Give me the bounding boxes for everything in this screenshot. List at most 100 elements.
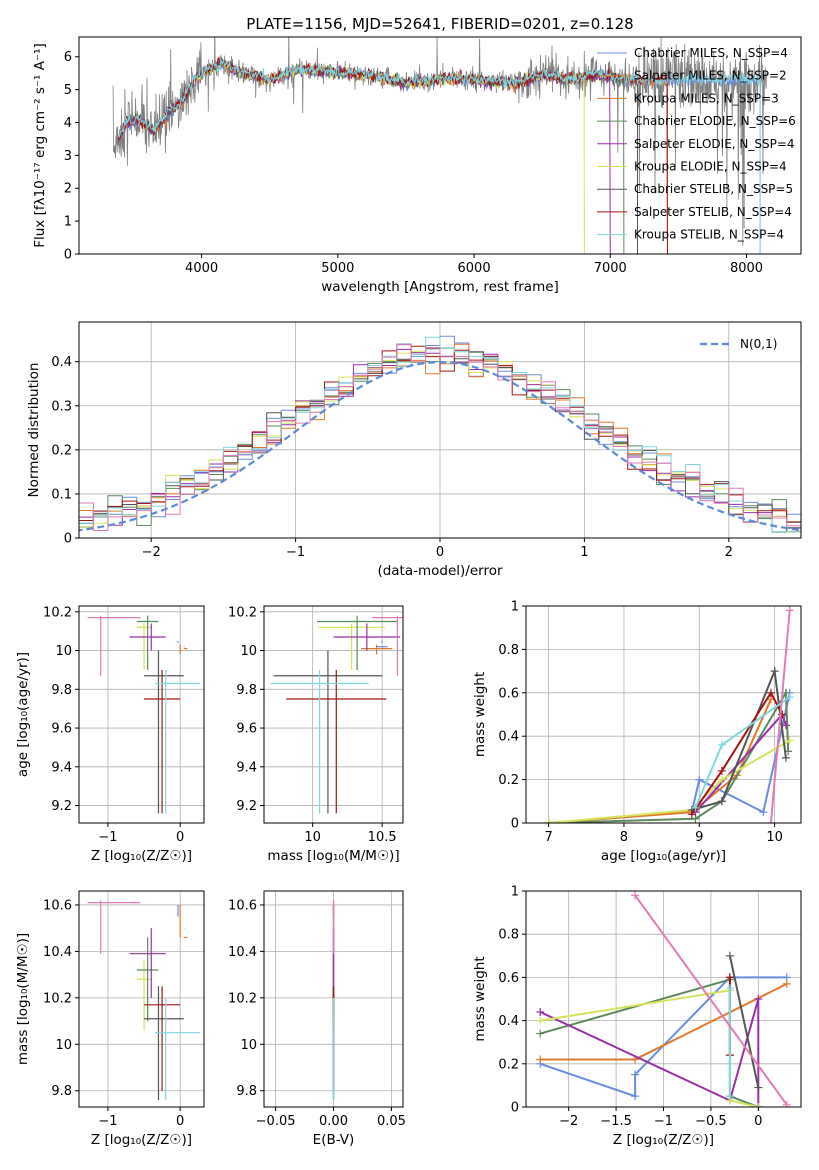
x-tick-label: −1.5: [600, 1114, 632, 1129]
weight-marker: [725, 984, 734, 993]
weight-marker: [754, 1083, 763, 1092]
x-axis-label: E(B-V): [313, 1132, 355, 1148]
weight-line: [691, 667, 787, 811]
plot-content: [544, 606, 794, 823]
model-spectrum: [118, 59, 611, 254]
weight-marker: [725, 1092, 734, 1101]
x-tick-label: 1: [580, 545, 588, 560]
x-tick-label: −1: [286, 545, 305, 560]
x-axis-label: Z [log₁₀(Z/Z☉)]: [91, 848, 192, 864]
y-tick-label: 0.6: [498, 686, 519, 701]
model-spectrum: [118, 59, 761, 254]
y-tick-label: 9.2: [236, 799, 257, 814]
weight-marker: [536, 1007, 545, 1016]
plot-content: [79, 335, 801, 537]
chart-weight-vs-age: 7 8 9 10 0 0.2 0.4 0.6 0.8 1 age [log₁₀(age/yr)] ma…: [472, 600, 802, 864]
y-axis-label: mass weight: [472, 672, 488, 757]
weight-line: [690, 690, 784, 815]
y-tick-label: 10: [55, 644, 72, 659]
y-tick-label: 1: [64, 215, 72, 230]
y-tick-label: 10: [240, 1038, 257, 1053]
legend-label: Chabrier ELODIE, N_SSP=6: [634, 114, 796, 128]
x-tick-label: 4000: [185, 261, 218, 276]
y-tick-label: 10.2: [43, 991, 72, 1006]
weight-marker: [785, 736, 794, 745]
y-axis-label: mass [log₁₀(M/M☉)]: [15, 933, 31, 1065]
x-tick-label: −1: [98, 1114, 117, 1129]
legend-label: Salpeter STELIB, N_SSP=4: [634, 205, 792, 219]
y-tick-label: 9.6: [236, 722, 257, 737]
weight-marker: [759, 808, 768, 817]
x-tick-label: 8: [620, 830, 628, 845]
x-tick-label: 10: [304, 830, 321, 845]
weight-marker: [631, 1092, 640, 1101]
weight-marker: [725, 951, 734, 960]
y-tick-label: 9.4: [51, 760, 72, 775]
histogram-series: [79, 336, 801, 533]
plot-content: [87, 900, 201, 1101]
y-tick-label: 9.8: [236, 683, 257, 698]
y-tick-label: 9.6: [51, 722, 72, 737]
weight-marker: [766, 819, 775, 823]
axes-frame: [78, 605, 205, 824]
x-tick-label: 0: [436, 545, 444, 560]
y-tick-label: 10.2: [228, 991, 257, 1006]
x-tick-label: −1: [98, 830, 117, 845]
x-axis-label: (data-model)/error: [377, 563, 503, 579]
weight-marker: [785, 693, 794, 702]
weight-line: [548, 739, 791, 823]
weight-marker: [691, 803, 700, 812]
x-tick-label: 5000: [321, 261, 354, 276]
weight-line: [548, 698, 772, 823]
weight-line: [548, 689, 790, 823]
y-tick-label: 9.8: [236, 1084, 257, 1099]
y-tick-label: 0.2: [51, 443, 72, 458]
y-tick-label: 0.6: [498, 971, 519, 986]
x-tick-label: 6000: [458, 261, 491, 276]
y-tick-label: 0.4: [498, 1014, 519, 1029]
chart-residual-histogram: −2 −1 0 1 2 0 0.1 0.2 0.3 0.4 (data-model)/error No…: [26, 321, 802, 579]
weight-marker: [631, 1070, 640, 1079]
y-tick-label: 3: [64, 149, 72, 164]
plot-content: [536, 891, 791, 1107]
legend-label: Kroupa STELIB, N_SSP=4: [634, 228, 784, 242]
y-tick-label: 10.4: [43, 945, 72, 960]
axes-frame: [525, 605, 802, 824]
weight-marker: [725, 973, 734, 982]
y-tick-label: 1: [511, 600, 519, 615]
legend-label: Chabrier MILES, N_SSP=4: [634, 46, 788, 60]
y-tick-label: 10.6: [228, 898, 257, 913]
y-axis-label: mass weight: [472, 956, 488, 1041]
weight-marker: [782, 979, 791, 988]
y-tick-label: 0: [64, 248, 72, 263]
y-tick-label: 10.2: [228, 605, 257, 620]
weight-marker: [536, 1016, 545, 1025]
figure-title: PLATE=1156, MJD=52641, FIBERID=0201, z=0…: [246, 15, 633, 33]
axes-frame: [263, 605, 404, 824]
weight-line: [539, 998, 760, 1107]
legend-label: Kroupa ELODIE, N_SSP=4: [634, 160, 787, 174]
weight-line: [769, 610, 791, 823]
histogram-series: [79, 344, 801, 531]
weight-marker: [631, 891, 640, 900]
weight-marker: [536, 1055, 545, 1064]
weight-marker: [782, 1100, 791, 1107]
y-tick-label: 10: [240, 644, 257, 659]
x-tick-label: 0.05: [377, 1114, 406, 1129]
y-tick-label: 0.2: [498, 773, 519, 788]
x-tick-label: 0: [176, 1114, 184, 1129]
y-tick-label: 9.2: [51, 799, 72, 814]
x-tick-label: 10: [766, 830, 783, 845]
y-tick-label: 9.4: [236, 760, 257, 775]
weight-line: [728, 955, 760, 1088]
y-tick-label: 0: [511, 1101, 519, 1116]
x-axis-label: age [log₁₀(age/yr)]: [601, 848, 726, 864]
y-axis-label: age [log₁₀(age/yr)]: [15, 652, 31, 777]
y-tick-label: 0.3: [51, 399, 72, 414]
x-tick-label: 0: [754, 1114, 762, 1129]
x-tick-label: −2: [559, 1114, 578, 1129]
x-tick-label: −2: [142, 545, 161, 560]
weight-line: [548, 692, 791, 823]
weight-marker: [717, 775, 726, 784]
